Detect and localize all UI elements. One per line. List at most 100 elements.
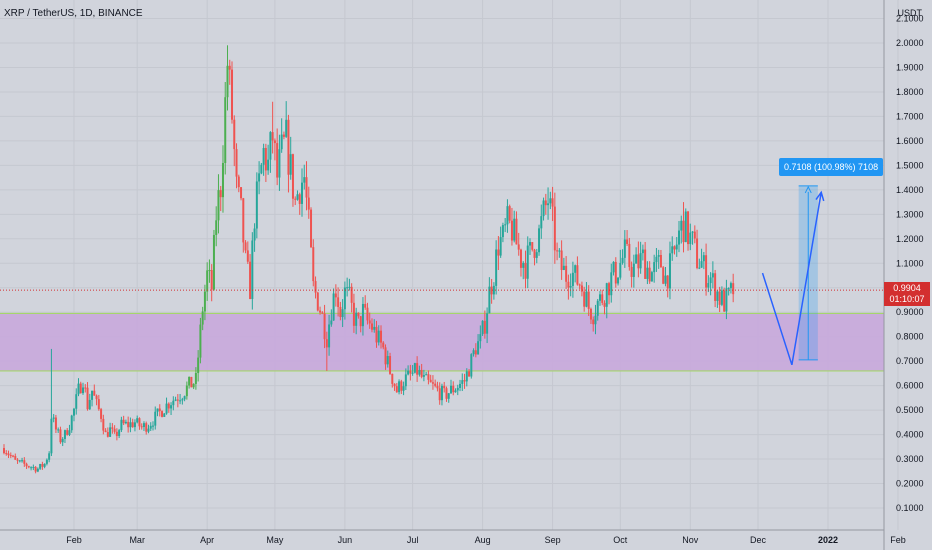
candle xyxy=(567,274,570,300)
candle-body xyxy=(115,431,118,436)
candle-body xyxy=(39,464,42,469)
candle-body xyxy=(587,291,590,309)
candle xyxy=(682,202,685,253)
candle-body xyxy=(558,250,561,252)
candle xyxy=(21,457,24,463)
candle-body xyxy=(246,250,249,262)
candle xyxy=(644,242,647,279)
candle-body xyxy=(16,459,19,461)
candle-body xyxy=(298,194,301,204)
candle-body xyxy=(361,303,364,327)
candle xyxy=(215,206,218,247)
candle xyxy=(468,369,471,377)
x-tick-label: Dec xyxy=(750,535,767,545)
candle-body xyxy=(657,255,660,257)
candle-body xyxy=(375,326,378,343)
candle-body xyxy=(106,432,109,437)
candle xyxy=(662,266,665,285)
candle xyxy=(163,412,166,417)
candle-body xyxy=(732,283,735,295)
candle-body xyxy=(612,261,615,273)
candle-body xyxy=(325,339,328,348)
y-tick-label: 2.1000 xyxy=(896,14,924,24)
candle-body xyxy=(251,240,254,299)
candle xyxy=(224,82,227,175)
candle xyxy=(481,320,484,336)
candle xyxy=(138,417,141,430)
candle-body xyxy=(151,425,154,427)
candle xyxy=(154,406,157,430)
candle xyxy=(619,249,622,280)
candle-body xyxy=(727,288,730,290)
candle-body xyxy=(249,261,252,299)
candle-body xyxy=(219,190,222,198)
candle xyxy=(463,373,466,389)
candle-body xyxy=(341,309,344,318)
candle xyxy=(264,143,267,182)
candle xyxy=(174,396,177,402)
candle xyxy=(258,161,261,195)
candle-body xyxy=(27,466,30,468)
candle xyxy=(429,374,432,383)
candle xyxy=(562,257,565,271)
candle-body xyxy=(404,374,407,387)
candle xyxy=(77,378,80,397)
candle-body xyxy=(637,254,640,269)
candle-body xyxy=(603,302,606,307)
symbol-title: XRP / TetherUS, 1D, BINANCE xyxy=(4,8,143,19)
y-tick-label: 1.6000 xyxy=(896,136,924,146)
candle-body xyxy=(43,463,46,467)
candle xyxy=(621,249,624,265)
candle-body xyxy=(41,464,44,467)
candle-body xyxy=(668,253,671,289)
measure-label: 0.7108 (100.98%) 7108 xyxy=(779,158,884,176)
candle xyxy=(59,426,62,444)
candle xyxy=(411,365,414,376)
y-tick-label: 1.7000 xyxy=(896,111,924,121)
candle-body xyxy=(420,369,423,377)
candle-body xyxy=(465,371,468,382)
candle-body xyxy=(32,466,35,468)
candle xyxy=(560,240,563,280)
candle xyxy=(680,215,683,244)
candle xyxy=(106,427,109,438)
candle-body xyxy=(641,249,644,254)
x-tick-label: Feb xyxy=(890,535,906,545)
y-tick-label: 1.1000 xyxy=(896,258,924,268)
candle xyxy=(93,384,96,396)
candle-body xyxy=(709,277,712,284)
candlestick-series xyxy=(3,45,735,474)
candle-body xyxy=(273,140,276,144)
candle-body xyxy=(118,430,121,436)
candle-body xyxy=(25,463,28,467)
candle-body xyxy=(632,263,635,277)
candle xyxy=(208,259,211,283)
candle-body xyxy=(501,225,504,238)
candle xyxy=(614,257,617,288)
candle-body xyxy=(438,388,441,401)
candle-body xyxy=(330,320,333,325)
candle xyxy=(709,272,712,296)
candle-body xyxy=(522,262,525,268)
candle xyxy=(626,230,629,246)
candle xyxy=(729,281,732,294)
candle-body xyxy=(102,418,105,431)
candle xyxy=(197,350,200,382)
candle xyxy=(102,414,105,435)
candle-body xyxy=(300,182,303,204)
candle xyxy=(434,379,437,388)
x-tick-label: Apr xyxy=(200,535,214,545)
candle xyxy=(673,245,676,255)
candle-body xyxy=(91,390,94,400)
candle xyxy=(296,190,299,201)
candle xyxy=(725,279,728,320)
candle-body xyxy=(675,244,678,250)
candle-body xyxy=(95,395,98,400)
candle xyxy=(578,283,581,290)
candle xyxy=(486,307,489,344)
candle-body xyxy=(605,283,608,307)
candle-body xyxy=(497,249,500,256)
candle-body xyxy=(614,261,617,284)
candle-body xyxy=(280,134,283,150)
